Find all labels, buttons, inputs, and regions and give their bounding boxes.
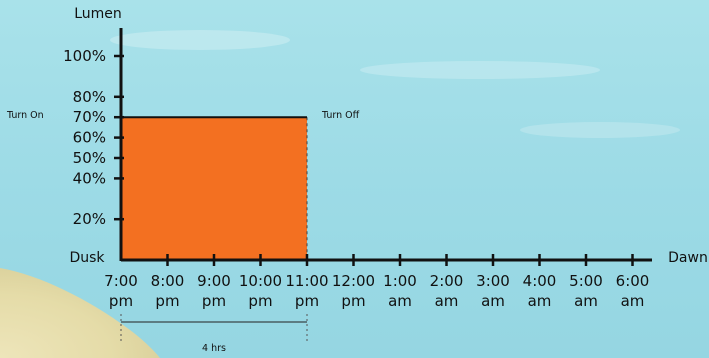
sand-decoration bbox=[0, 268, 160, 358]
x-tick-period: pm bbox=[248, 292, 272, 310]
y-axis-title: Lumen bbox=[74, 6, 122, 22]
x-tick-period: pm bbox=[295, 292, 319, 310]
y-tick-label: 50% bbox=[73, 149, 106, 167]
y-tick-label: 80% bbox=[73, 88, 106, 106]
x-tick-time: 3:00 bbox=[476, 272, 510, 290]
turn-on-label: Turn On bbox=[6, 110, 44, 121]
dusk-label: Dusk bbox=[69, 250, 105, 266]
x-tick-period: am bbox=[574, 292, 598, 310]
y-tick-label: 20% bbox=[73, 210, 106, 228]
x-tick-time: 11:00 bbox=[285, 272, 328, 290]
x-tick-time: 2:00 bbox=[430, 272, 464, 290]
turn-off-label: Turn Off bbox=[321, 110, 360, 121]
x-tick-time: 5:00 bbox=[569, 272, 603, 290]
cloud-decoration bbox=[360, 61, 600, 79]
x-tick-period: am bbox=[388, 292, 412, 310]
x-tick-time: 7:00 bbox=[104, 272, 138, 290]
duration-label: 4 hrs bbox=[202, 343, 226, 354]
x-tick-period: pm bbox=[202, 292, 226, 310]
y-tick-label: 70% bbox=[73, 108, 106, 126]
x-tick-time: 1:00 bbox=[383, 272, 417, 290]
dawn-label: Dawn bbox=[668, 250, 708, 266]
cloud-decoration bbox=[520, 122, 680, 138]
x-tick-time: 4:00 bbox=[523, 272, 557, 290]
y-tick-label: 100% bbox=[63, 47, 106, 65]
x-tick-period: pm bbox=[109, 292, 133, 310]
y-tick-label: 40% bbox=[73, 169, 106, 187]
x-tick-time: 9:00 bbox=[197, 272, 231, 290]
x-ticks: 7:00 pm 8:00 pm 9:00 pm 10:00 pm 11:00 pm 12:00 pm 1… bbox=[104, 254, 649, 310]
x-tick-period: am bbox=[481, 292, 505, 310]
x-tick-period: pm bbox=[341, 292, 365, 310]
x-tick-time: 8:00 bbox=[151, 272, 185, 290]
x-tick-time: 12:00 bbox=[332, 272, 375, 290]
x-tick-time: 10:00 bbox=[239, 272, 282, 290]
cloud-decoration bbox=[110, 30, 290, 50]
x-tick-period: am bbox=[528, 292, 552, 310]
x-tick-time: 6:00 bbox=[616, 272, 650, 290]
x-tick-period: am bbox=[435, 292, 459, 310]
y-ticks: 100% 80% 70% 60% 50% 40% 20% bbox=[63, 47, 124, 228]
x-tick-period: am bbox=[621, 292, 645, 310]
active-lighting-area bbox=[121, 117, 307, 260]
y-tick-label: 60% bbox=[73, 129, 106, 147]
x-tick-period: pm bbox=[155, 292, 179, 310]
